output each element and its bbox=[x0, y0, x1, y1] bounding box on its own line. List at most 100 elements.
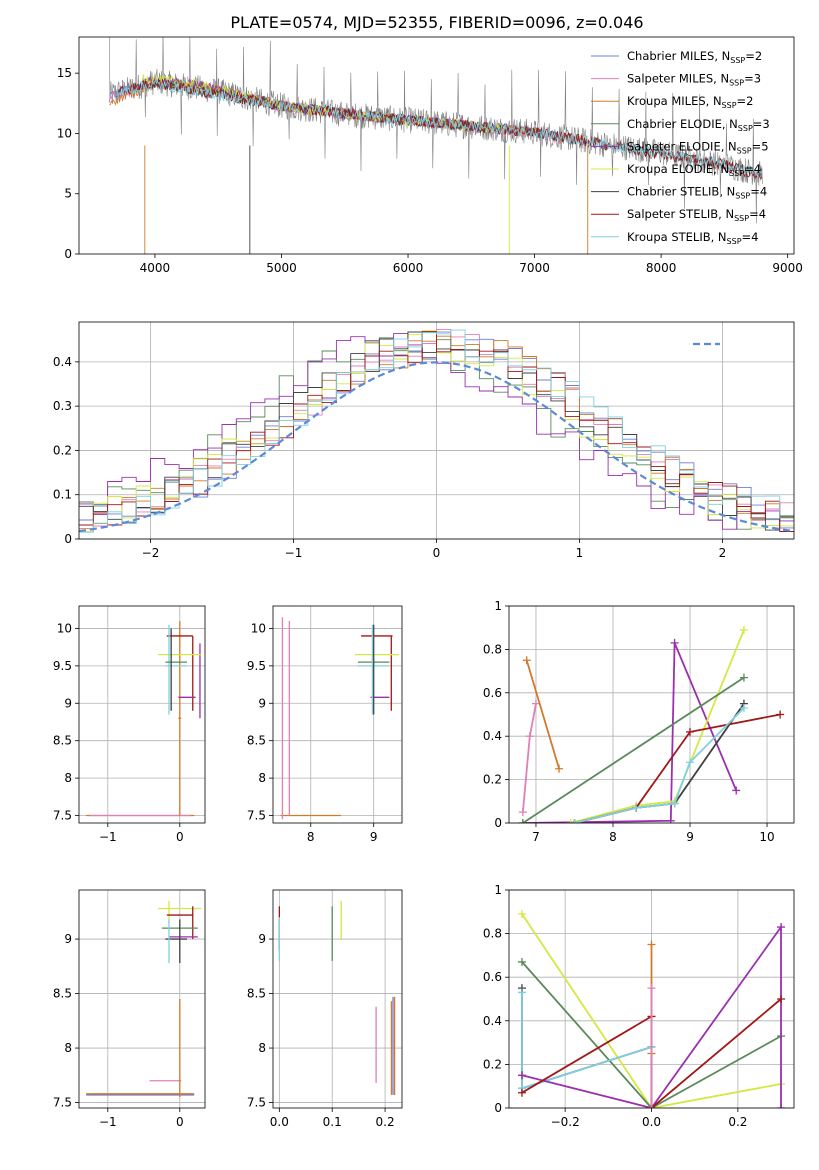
legend-label: Chabrier STELIB, NSSP=4 bbox=[627, 185, 767, 201]
y-tick-label: 9 bbox=[258, 696, 266, 710]
plot-area-residuals bbox=[79, 328, 794, 533]
weight-marker bbox=[776, 710, 785, 719]
x-tick-label: 0 bbox=[176, 830, 184, 844]
x-tick-label: 4000 bbox=[140, 261, 171, 275]
y-tick-label: 0.4 bbox=[53, 355, 72, 369]
legend-label: Kroupa ELODIE, NSSP=4 bbox=[627, 162, 761, 178]
x-tick-label: −0.2 bbox=[551, 1115, 580, 1129]
axes-frame bbox=[272, 889, 403, 1109]
axes-frame bbox=[78, 36, 795, 255]
x-tick-label: 5000 bbox=[266, 261, 297, 275]
y-tick-label: 0 bbox=[494, 1101, 502, 1115]
model-spectrum-line bbox=[141, 75, 510, 135]
panel-mass_vs_EBV: 0.0 0.1 0.2 7.5 8 8.5 9 bbox=[247, 889, 403, 1129]
weight-marker bbox=[777, 923, 786, 932]
y-tick-label: 7.5 bbox=[247, 1096, 266, 1110]
x-tick-label: 10 bbox=[759, 830, 774, 844]
weight-line bbox=[522, 703, 537, 813]
x-tick-label: 0.2 bbox=[728, 1115, 747, 1129]
plot-area-mass_vs_Z bbox=[86, 900, 202, 1098]
errorbar-point bbox=[178, 620, 182, 816]
grid-mass_vs_EBV bbox=[273, 890, 402, 1108]
y-tick-label: 0.6 bbox=[483, 970, 502, 984]
plot-area-spectrum bbox=[109, 37, 763, 254]
legend-label: Salpeter MILES, NSSP=3 bbox=[627, 72, 761, 88]
axes-frame bbox=[78, 889, 206, 1109]
y-tick-label: 0 bbox=[494, 816, 502, 830]
y-tick-label: 0.8 bbox=[483, 642, 502, 656]
y-tick-label: 0 bbox=[64, 532, 72, 546]
model-spectrum-line bbox=[116, 78, 763, 180]
x-tick-label: 9 bbox=[686, 830, 694, 844]
y-tick-label: 10 bbox=[57, 621, 72, 635]
weight-line bbox=[521, 961, 782, 1108]
x-tick-label: 8 bbox=[609, 830, 617, 844]
weight-line bbox=[522, 676, 745, 823]
plot-area-weight_vs_Z bbox=[517, 909, 786, 1108]
plot-area-age_vs_Z bbox=[86, 620, 202, 817]
axes-frame bbox=[78, 321, 795, 540]
y-tick-label: 10 bbox=[251, 621, 266, 635]
weight-line bbox=[522, 642, 738, 823]
weight-marker bbox=[531, 699, 540, 708]
x-tick-label: 0.0 bbox=[270, 1115, 289, 1129]
plot-area-age_vs_mass bbox=[280, 617, 399, 820]
x-tick-label: 1 bbox=[576, 546, 584, 560]
figure-title: PLATE=0574, MJD=52355, FIBERID=0096, z=0… bbox=[230, 13, 643, 32]
panel-spectrum: 4000 5000 6000 7000 8000 9000 0 5 10 15 Chabrier M… bbox=[57, 36, 803, 275]
weight-line bbox=[521, 913, 782, 1108]
legend-label: Kroupa STELIB, NSSP=4 bbox=[627, 230, 758, 246]
weight-marker bbox=[555, 764, 564, 773]
legend-label: Chabrier MILES, NSSP=2 bbox=[627, 49, 762, 65]
weight-marker bbox=[686, 727, 695, 736]
y-tick-label: 9 bbox=[258, 932, 266, 946]
x-tick-label: −1 bbox=[99, 1115, 117, 1129]
weight-marker bbox=[517, 957, 526, 966]
panel-mass_vs_Z: −1 0 7.5 8 8.5 9 bbox=[53, 889, 206, 1129]
y-tick-label: 0.2 bbox=[53, 443, 72, 457]
y-tick-label: 8 bbox=[64, 1041, 72, 1055]
weight-line bbox=[570, 629, 745, 823]
y-tick-label: 8 bbox=[64, 771, 72, 785]
plot-area-mass_vs_EBV bbox=[278, 900, 396, 1095]
weight-marker bbox=[777, 1104, 786, 1108]
weight-marker bbox=[739, 625, 748, 634]
y-tick-label: 0.4 bbox=[483, 729, 502, 743]
weight-marker bbox=[525, 732, 534, 741]
weight-marker bbox=[666, 816, 675, 823]
x-tick-label: −2 bbox=[142, 546, 160, 560]
y-tick-label: 8 bbox=[258, 771, 266, 785]
grid-weight_vs_age bbox=[509, 605, 794, 824]
y-tick-label: 0.6 bbox=[483, 686, 502, 700]
grid-mass_vs_Z bbox=[79, 890, 205, 1108]
y-tick-label: 5 bbox=[64, 187, 72, 201]
x-tick-label: 0 bbox=[433, 546, 441, 560]
weight-line bbox=[525, 660, 560, 770]
x-tick-label: 0 bbox=[176, 1115, 184, 1129]
y-tick-label: 9 bbox=[64, 696, 72, 710]
y-tick-label: 8.5 bbox=[247, 734, 266, 748]
y-tick-label: 7.5 bbox=[53, 1096, 72, 1110]
x-tick-label: 7 bbox=[532, 830, 540, 844]
weight-marker bbox=[647, 940, 656, 949]
panel-age_vs_mass: 8 9 7.5 8 8.5 9 9.5 10 bbox=[247, 605, 403, 844]
x-tick-label: 0.0 bbox=[642, 1115, 661, 1129]
weight-marker bbox=[647, 984, 656, 993]
histogram-step bbox=[79, 329, 794, 533]
weight-marker bbox=[518, 819, 527, 823]
grid-age_vs_Z bbox=[79, 606, 205, 823]
panel-weight_vs_Z: −0.2 0.0 0.2 0 0.2 0.4 0.6 0.8 1 bbox=[483, 883, 795, 1129]
weight-marker bbox=[517, 909, 526, 918]
axes-frame bbox=[272, 605, 403, 824]
y-tick-label: 15 bbox=[57, 66, 72, 80]
y-tick-label: 8 bbox=[258, 1041, 266, 1055]
x-tick-label: 6000 bbox=[393, 261, 424, 275]
y-tick-label: 0.3 bbox=[53, 399, 72, 413]
axes-frame bbox=[508, 889, 795, 1109]
legend-label: Kroupa MILES, NSSP=2 bbox=[627, 94, 753, 110]
axes-frame bbox=[78, 605, 206, 824]
legend-label: Chabrier ELODIE, NSSP=3 bbox=[627, 117, 770, 133]
y-tick-label: 8.5 bbox=[247, 987, 266, 1001]
y-tick-label: 1 bbox=[494, 883, 502, 897]
y-tick-label: 9.5 bbox=[53, 659, 72, 673]
